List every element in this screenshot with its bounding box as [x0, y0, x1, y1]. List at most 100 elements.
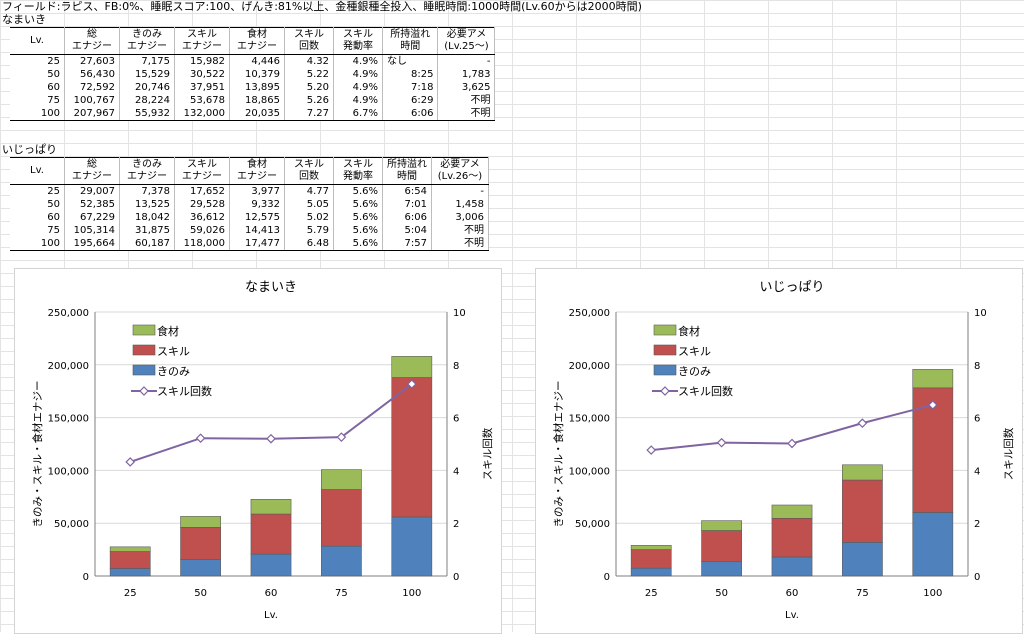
cell-total: 195,664: [64, 237, 120, 251]
cell-total: 100,767: [64, 94, 120, 107]
y-tick-label: 200,000: [48, 361, 89, 372]
y-tick-label: 250,000: [569, 308, 610, 319]
y-tick-label: 200,000: [569, 361, 610, 372]
cell-cnt: 5.26: [284, 94, 334, 107]
legend-label: スキル: [157, 345, 190, 358]
bar-きのみ: [321, 545, 362, 577]
cell-rate: 5.6%: [333, 211, 383, 224]
cell-cnt: 5.22: [284, 68, 334, 81]
bar-食材: [391, 356, 433, 378]
bar-スキル: [842, 479, 883, 543]
chart-title: なまいき: [245, 280, 297, 295]
y-tick-label: 150,000: [569, 414, 610, 425]
cell-ing: 4,446: [229, 54, 285, 68]
cell-candy: 1,783: [437, 68, 496, 81]
cell-ing: 10,379: [229, 68, 285, 81]
y2-tick-label: 0: [453, 572, 459, 583]
cell-total: 56,430: [64, 68, 120, 81]
x-tick-label: 25: [124, 588, 137, 599]
cell-overflow: [407, 54, 439, 68]
y2-tick-label: 10: [974, 308, 987, 319]
cell-overflow: 7:57: [388, 237, 432, 251]
cell-cnt: 5.79: [284, 224, 334, 237]
cell-ing: 17,477: [229, 237, 285, 251]
bar-食材: [109, 546, 151, 552]
column-header: 所持溢れ 時間: [382, 27, 439, 55]
legend-label: きのみ: [678, 365, 711, 378]
bar-きのみ: [842, 542, 883, 577]
table-row: 25 27,603 7,175 15,982 4,446 4.32 4.9% なし -: [10, 54, 496, 68]
column-header: きのみ エナジー: [119, 27, 175, 55]
cell-cnt: 6.48: [284, 237, 334, 251]
cell-berry: 15,529: [119, 68, 175, 81]
x-tick-label: 100: [923, 588, 942, 599]
x-tick-label: 75: [856, 588, 869, 599]
column-header: 食材 エナジー: [229, 27, 285, 55]
cell-rate: 5.6%: [333, 237, 383, 251]
cell-candy: 不明: [437, 107, 496, 121]
column-header: Lv.: [10, 157, 65, 185]
table-row: 100 207,967 55,932 132,000 20,035 7.27 6.7% 6:0…: [10, 107, 496, 121]
cell-berry: 20,746: [119, 81, 175, 94]
x-tick-label: 50: [194, 588, 207, 599]
cell-overflow: 7:18: [407, 81, 439, 94]
bar-食材: [630, 545, 672, 550]
cell-note: [382, 107, 407, 121]
cell-note: [382, 237, 389, 251]
cell-candy: 3,006: [431, 211, 489, 224]
cell-rate: 4.9%: [333, 54, 383, 68]
chart-title: いじっぱり: [759, 280, 824, 295]
chart-ijippari[interactable]: いじっぱり 0 50,000 100,000 150,000 200,000 250,000…: [535, 268, 1023, 634]
line-point: [336, 432, 347, 442]
bar-きのみ: [250, 553, 292, 577]
column-header: スキル 発動率: [333, 27, 383, 55]
y-tick-label: 100,000: [569, 466, 610, 477]
cell-rate: 4.9%: [333, 94, 383, 107]
cell-overflow: 6:06: [407, 107, 439, 121]
cell-berry: 28,224: [119, 94, 175, 107]
cell-note: [383, 81, 408, 94]
bar-食材: [771, 504, 813, 519]
line-point: [406, 379, 417, 389]
cell-cnt: 5.05: [284, 198, 334, 211]
cell-rate: 4.9%: [333, 81, 383, 94]
bar-きのみ: [701, 561, 742, 577]
cell-lv: 60: [10, 81, 65, 94]
cell-total: 207,967: [64, 107, 120, 121]
legend-swatch: [132, 344, 156, 356]
y2-tick-label: 4: [974, 466, 980, 477]
chart-svg-namaiki: なまいき 0 50,000 100,000 150,000 200,000 250,000 0…: [31, 280, 494, 621]
legend-label: 食材: [157, 324, 179, 338]
column-header: 総エナジー: [64, 27, 120, 55]
bar-スキル: [701, 530, 742, 563]
cell-total: 72,592: [64, 81, 120, 94]
cell-cnt: 4.77: [284, 184, 334, 198]
cell-candy: -: [431, 184, 489, 198]
column-header: 食材 エナジー: [229, 157, 285, 185]
cell-berry: 7,378: [119, 184, 175, 198]
table-header-row: Lv. 総エナジー きのみ エナジー スキル エナジー 食材 エナジー スキル 回数 スキル 発動率所…: [10, 27, 496, 55]
cell-note: [383, 94, 408, 107]
cell-rate: 5.6%: [333, 224, 383, 237]
line-point: [716, 437, 727, 448]
chart-namaiki[interactable]: なまいき 0 50,000 100,000 150,000 200,000 250,000 0…: [14, 268, 502, 634]
bar-食材: [250, 499, 292, 515]
table-row: 25 29,007 7,378 17,652 3,977 4.77 5.6% 6:54-: [10, 184, 489, 198]
cell-total: 52,385: [64, 198, 120, 211]
column-header: スキル エナジー: [174, 157, 230, 185]
table-row: 50 56,430 15,529 30,522 10,379 5.22 4.9% 8:25 1,…: [10, 68, 496, 81]
cell-cnt: 5.02: [284, 211, 334, 224]
line-point: [927, 400, 938, 410]
legend-swatch: [653, 324, 677, 336]
cell-lv: 100: [10, 107, 65, 121]
table-row: 75 100,767 28,224 53,678 18,865 5.26 4.9% 6:29 不…: [10, 94, 496, 107]
y2-axis-label: スキル回数: [1002, 427, 1015, 480]
sheet-caption: フィールド:ラピス、FB:0%、睡眠スコア:100、げんき:81%以上、金種銀種…: [2, 0, 642, 13]
data-table-namaiki: Lv. 総エナジー きのみ エナジー スキル エナジー 食材 エナジー スキル 回数 スキル 発動率所…: [10, 27, 496, 121]
line-point: [125, 457, 136, 467]
line-point: [266, 433, 276, 444]
bar-スキル: [630, 549, 672, 569]
x-tick-label: 75: [335, 588, 348, 599]
x-tick-label: 25: [645, 588, 658, 599]
y2-tick-label: 2: [974, 519, 980, 530]
